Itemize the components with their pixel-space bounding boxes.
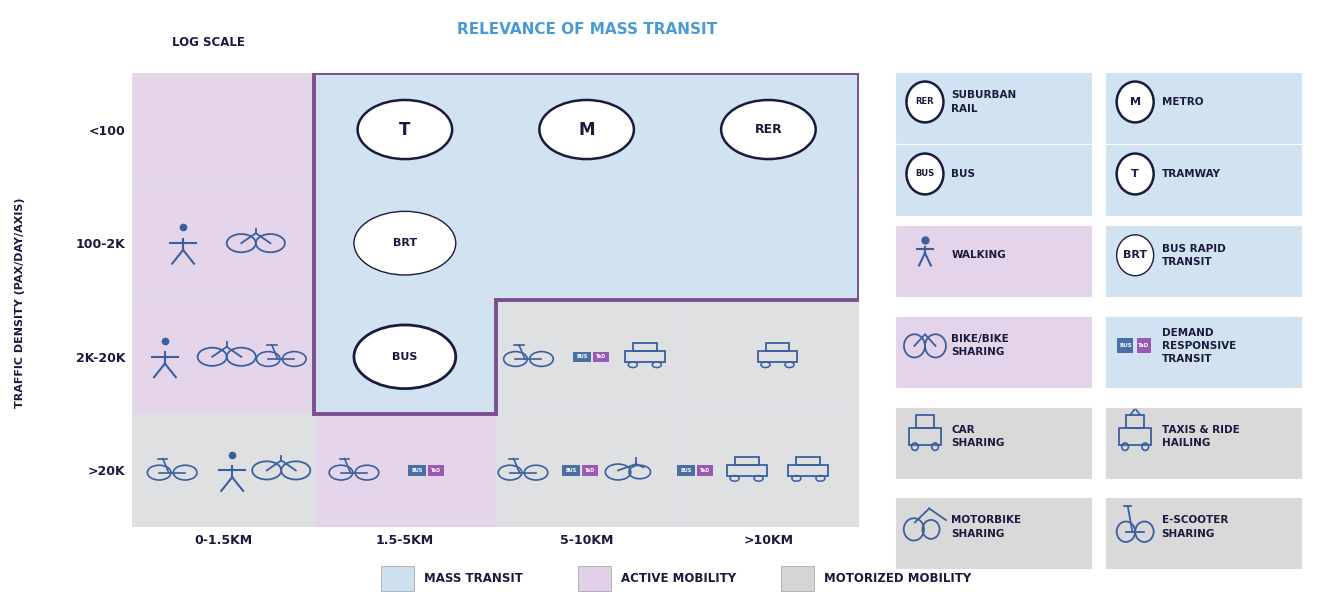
Bar (315, 73, 496, 413)
Text: BUS: BUS (576, 355, 588, 359)
Text: WALKING: WALKING (952, 250, 1006, 261)
Bar (677, 465, 695, 476)
Bar (781, 565, 814, 591)
Text: BUS: BUS (411, 468, 422, 473)
Circle shape (354, 211, 456, 275)
Text: TaD: TaD (586, 468, 595, 473)
Bar (1105, 497, 1302, 569)
Bar (132, 413, 315, 527)
Bar (678, 300, 859, 527)
Text: BUS: BUS (566, 468, 576, 473)
Text: DEMAND
RESPONSIVE
TRANSIT: DEMAND RESPONSIVE TRANSIT (1162, 328, 1236, 364)
Bar (758, 351, 797, 362)
Bar (895, 225, 1092, 298)
Bar (1117, 338, 1133, 353)
Bar (1137, 338, 1151, 353)
Text: TaD: TaD (431, 468, 440, 473)
Text: TRAFFIC DENSITY (PAX/DAY/AXIS): TRAFFIC DENSITY (PAX/DAY/AXIS) (15, 198, 25, 408)
Text: MOTORIZED MOBILITY: MOTORIZED MOBILITY (824, 571, 972, 585)
Text: LOG SCALE: LOG SCALE (172, 36, 245, 48)
Text: MASS TRANSIT: MASS TRANSIT (424, 571, 524, 585)
Text: BRT: BRT (1124, 250, 1147, 261)
Bar (633, 343, 657, 351)
Bar (1105, 407, 1302, 479)
Bar (788, 465, 829, 476)
Text: MOTORBIKE
SHARING: MOTORBIKE SHARING (952, 516, 1022, 539)
Bar (594, 351, 609, 362)
Circle shape (722, 100, 816, 159)
Circle shape (354, 325, 456, 388)
Circle shape (1117, 153, 1154, 195)
Bar (381, 565, 414, 591)
Text: BUS: BUS (680, 468, 691, 473)
Text: TRAMWAY: TRAMWAY (1162, 169, 1220, 179)
Text: T: T (399, 121, 411, 139)
Text: BUS: BUS (952, 169, 976, 179)
Bar (1105, 144, 1302, 216)
Bar (895, 497, 1092, 569)
Bar (496, 73, 677, 300)
Bar (697, 465, 713, 476)
Text: METRO: METRO (1162, 97, 1203, 107)
Text: BRT: BRT (393, 238, 416, 248)
Bar (1126, 415, 1145, 428)
Text: BIKE/BIKE
SHARING: BIKE/BIKE SHARING (952, 335, 1009, 358)
Text: RER: RER (916, 98, 935, 107)
Bar (727, 465, 767, 476)
Bar (132, 73, 315, 413)
Circle shape (1117, 235, 1154, 276)
Bar (625, 351, 665, 362)
Bar (895, 72, 1092, 144)
Text: M: M (579, 121, 595, 139)
Text: ACTIVE MOBILITY: ACTIVE MOBILITY (621, 571, 736, 585)
Bar (1120, 428, 1151, 445)
Text: BUS: BUS (1120, 344, 1132, 348)
Circle shape (907, 153, 944, 195)
Text: BUS RAPID
TRANSIT: BUS RAPID TRANSIT (1162, 244, 1225, 267)
Bar (1105, 72, 1302, 144)
Text: TaD: TaD (699, 468, 710, 473)
Bar (315, 413, 496, 527)
Text: E-SCOOTER
SHARING: E-SCOOTER SHARING (1162, 516, 1228, 539)
Bar (895, 144, 1092, 216)
Text: TaD: TaD (1138, 344, 1150, 348)
Text: TaD: TaD (596, 355, 607, 359)
Bar (1105, 316, 1302, 388)
Circle shape (539, 100, 635, 159)
Circle shape (1117, 82, 1154, 122)
Text: BUS: BUS (915, 170, 935, 179)
Bar (427, 465, 444, 476)
Bar (895, 407, 1092, 479)
Bar (910, 428, 941, 445)
Text: BUS: BUS (393, 351, 418, 362)
Text: TAXIS & RIDE
HAILING: TAXIS & RIDE HAILING (1162, 425, 1240, 448)
Bar (562, 465, 580, 476)
Bar (1105, 225, 1302, 298)
Bar (735, 457, 759, 465)
Text: T: T (1132, 169, 1140, 179)
Bar (796, 457, 821, 465)
Circle shape (907, 82, 944, 122)
Circle shape (358, 100, 452, 159)
Bar (578, 565, 611, 591)
Text: RELEVANCE OF MASS TRANSIT: RELEVANCE OF MASS TRANSIT (456, 22, 717, 37)
Bar (582, 465, 599, 476)
Text: RER: RER (755, 123, 783, 136)
Text: M: M (1130, 97, 1141, 107)
Bar (572, 351, 591, 362)
Bar (895, 316, 1092, 388)
Bar (407, 465, 426, 476)
Text: SUBURBAN
RAIL: SUBURBAN RAIL (952, 90, 1017, 113)
Bar (765, 343, 789, 351)
Bar (678, 73, 859, 300)
Text: CAR
SHARING: CAR SHARING (952, 425, 1005, 448)
Bar (916, 415, 935, 428)
Bar (496, 300, 677, 527)
